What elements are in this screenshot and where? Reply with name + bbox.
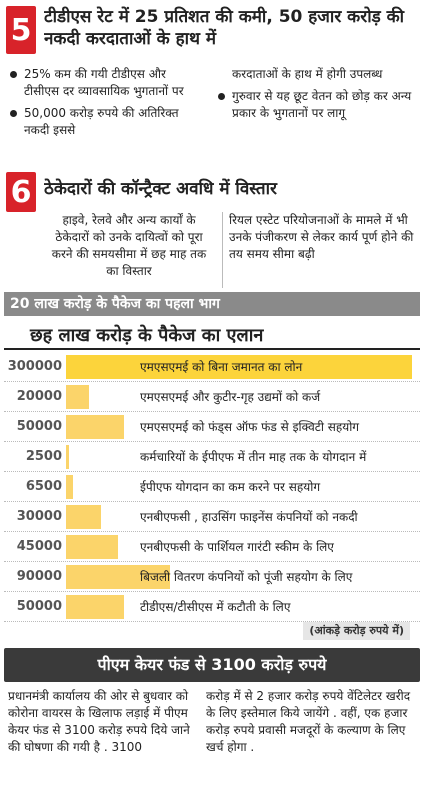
- paragraph: हाइवे, रेलवे और अन्य कार्यों के ठेकेदारो…: [51, 213, 207, 278]
- bar-label: टीडीएस/टीसीएस में कटौती के लिए: [140, 600, 291, 614]
- bar-row: 6500 ईपीएफ योगदान का कम करने पर सहयोग: [4, 472, 420, 502]
- bar-row: 90000 बिजली वितरण कंपनियों को पूंजी सहयोग…: [4, 562, 420, 592]
- column: 25% कम की गयी टीडीएस और टीसीएस दर व्यावस…: [8, 66, 204, 166]
- bar-label: एमएसएमई को फंड्स ऑफ फंड से इक्विटी सहयोग: [140, 420, 360, 434]
- value-label: 45000: [16, 539, 62, 554]
- value-label: 50000: [16, 419, 62, 434]
- bullet: 25% कम की गयी टीडीएस और टीसीएस दर व्यावस…: [8, 66, 204, 100]
- bar: [66, 565, 170, 589]
- bar: [66, 415, 124, 439]
- value-label: 2500: [25, 449, 62, 464]
- bar: [66, 595, 124, 619]
- paragraph: रियल एस्टेट परियोजनाओं के मामले में भी उ…: [222, 212, 418, 288]
- bar-label: एमएसएमई को बिना जमानत का लोन: [140, 360, 303, 374]
- bar: [66, 535, 118, 559]
- section-5-header: 5 टीडीएस रेट में 25 प्रतिशत की कमी, 50 ह…: [0, 0, 424, 60]
- value-label: 300000: [7, 359, 62, 374]
- section-number: 6: [6, 172, 36, 212]
- bar-label: एमएसएमई और कुटीर-गृह उद्यमों को कर्ज: [140, 390, 321, 404]
- note: (आंकड़े करोड़ रुपये में): [303, 622, 410, 640]
- section-title: ठेकेदारों की कॉन्ट्रैक्ट अवधि में विस्ता…: [44, 179, 277, 199]
- paragraph: प्रधानमंत्री कार्यालय की ओर से बुधवार को…: [8, 689, 190, 754]
- bullet: 50,000 करोड़ रुपये की अतिरिक्त नकदी इससे: [8, 105, 204, 139]
- bar-row: 2500 कर्मचारियों के ईपीएफ में तीन माह तक …: [4, 442, 420, 472]
- bar: [66, 385, 90, 409]
- bar-label: एनबीएफसी , हाउसिंग फाइनेंस कंपनियों को न…: [140, 510, 358, 524]
- bar-row: 45000 एनबीएफसी के पार्शियल गारंटी स्कीम क…: [4, 532, 420, 562]
- section-number: 5: [6, 6, 36, 54]
- bar-label: कर्मचारियों के ईपीएफ में तीन माह तक के य…: [140, 450, 367, 464]
- bar: [66, 355, 412, 379]
- bar: [66, 505, 101, 529]
- bar-row: 50000 एमएसएमई को फंड्स ऑफ फंड से इक्विटी …: [4, 412, 420, 442]
- banner: पीएम केयर फंड से 3100 करोड़ रुपये: [4, 648, 420, 682]
- bar-row: 50000 टीडीएस/टीसीएस में कटौती के लिए: [4, 592, 420, 622]
- column: करदाताओं के हाथ में होगी उपलब्ध गुरुवार …: [216, 66, 416, 166]
- section-6-header: 6 ठेकेदारों की कॉन्ट्रैक्ट अवधि में विस्…: [0, 170, 424, 212]
- value-label: 6500: [25, 479, 62, 494]
- bar: [66, 475, 74, 499]
- bar: [66, 445, 69, 469]
- bar-label: बिजली वितरण कंपनियों को पूंजी सहयोग के ल…: [140, 570, 353, 584]
- bar-label: एनबीएफसी के पार्शियल गारंटी स्कीम के लिए: [140, 540, 334, 554]
- bar-row: 30000 एनबीएफसी , हाउसिंग फाइनेंस कंपनियों…: [4, 502, 420, 532]
- chart-title: छह लाख करोड़ के पैकेज का एलान: [4, 322, 420, 350]
- paragraph: करोड़ में से 2 हजार करोड़ रुपये वेंटिलेट…: [206, 689, 411, 754]
- bar-label: ईपीएफ योगदान का कम करने पर सहयोग: [140, 480, 321, 494]
- banner: 20 लाख करोड़ के पैकेज का पहला भाग: [4, 292, 420, 316]
- bar-row: 20000 एमएसएमई और कुटीर-गृह उद्यमों को कर्…: [4, 382, 420, 412]
- text: करदाताओं के हाथ में होगी उपलब्ध: [232, 67, 383, 81]
- bar-row: 300000 एमएसएमई को बिना जमानत का लोन: [4, 352, 420, 382]
- value-label: 50000: [16, 599, 62, 614]
- value-label: 90000: [16, 569, 62, 584]
- value-label: 30000: [16, 509, 62, 524]
- bullet: गुरुवार से यह छूट वेतन को छोड़ कर अन्य प…: [216, 88, 416, 122]
- value-label: 20000: [16, 389, 62, 404]
- section-title: टीडीएस रेट में 25 प्रतिशत की कमी, 50 हजा…: [44, 7, 405, 49]
